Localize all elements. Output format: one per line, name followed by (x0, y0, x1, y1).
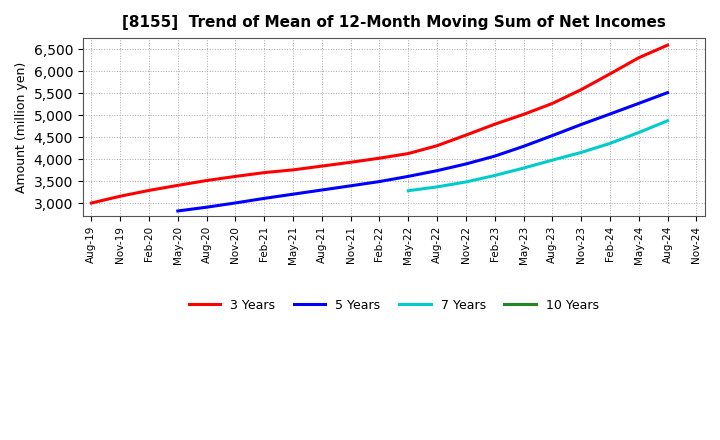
5 Years (202, 205, 211, 210)
Legend: 3 Years, 5 Years, 7 Years, 10 Years: 3 Years, 5 Years, 7 Years, 10 Years (184, 294, 603, 317)
5 Years (375, 179, 384, 184)
5 Years (519, 144, 528, 149)
3 Years (548, 101, 557, 106)
3 Years (289, 167, 297, 172)
3 Years (87, 200, 96, 205)
3 Years (202, 178, 211, 183)
7 Years (433, 184, 441, 190)
5 Years (346, 183, 355, 188)
3 Years (433, 143, 441, 148)
7 Years (606, 141, 614, 146)
7 Years (548, 158, 557, 163)
5 Years (462, 161, 470, 167)
5 Years (174, 208, 182, 213)
5 Years (231, 200, 240, 205)
5 Years (663, 90, 672, 95)
Line: 7 Years: 7 Years (408, 121, 667, 191)
7 Years (663, 118, 672, 124)
3 Years (462, 132, 470, 138)
3 Years (404, 151, 413, 156)
Title: [8155]  Trend of Mean of 12-Month Moving Sum of Net Incomes: [8155] Trend of Mean of 12-Month Moving … (122, 15, 666, 30)
Y-axis label: Amount (million yen): Amount (million yen) (15, 62, 28, 193)
5 Years (606, 111, 614, 117)
3 Years (519, 112, 528, 117)
3 Years (375, 155, 384, 161)
5 Years (289, 191, 297, 197)
3 Years (577, 87, 585, 92)
5 Years (634, 101, 643, 106)
3 Years (260, 170, 269, 175)
5 Years (433, 168, 441, 173)
3 Years (346, 160, 355, 165)
3 Years (634, 55, 643, 60)
3 Years (174, 183, 182, 188)
Line: 3 Years: 3 Years (91, 45, 667, 203)
7 Years (490, 173, 499, 178)
5 Years (260, 196, 269, 201)
3 Years (606, 71, 614, 77)
5 Years (577, 122, 585, 127)
5 Years (404, 174, 413, 179)
3 Years (231, 174, 240, 179)
3 Years (318, 163, 326, 169)
3 Years (663, 43, 672, 48)
3 Years (145, 188, 153, 193)
5 Years (318, 187, 326, 193)
3 Years (490, 121, 499, 127)
7 Years (634, 130, 643, 135)
7 Years (519, 165, 528, 171)
7 Years (462, 180, 470, 185)
Line: 5 Years: 5 Years (178, 93, 667, 211)
5 Years (548, 133, 557, 138)
5 Years (490, 154, 499, 159)
7 Years (404, 188, 413, 193)
7 Years (577, 150, 585, 155)
3 Years (116, 194, 125, 199)
